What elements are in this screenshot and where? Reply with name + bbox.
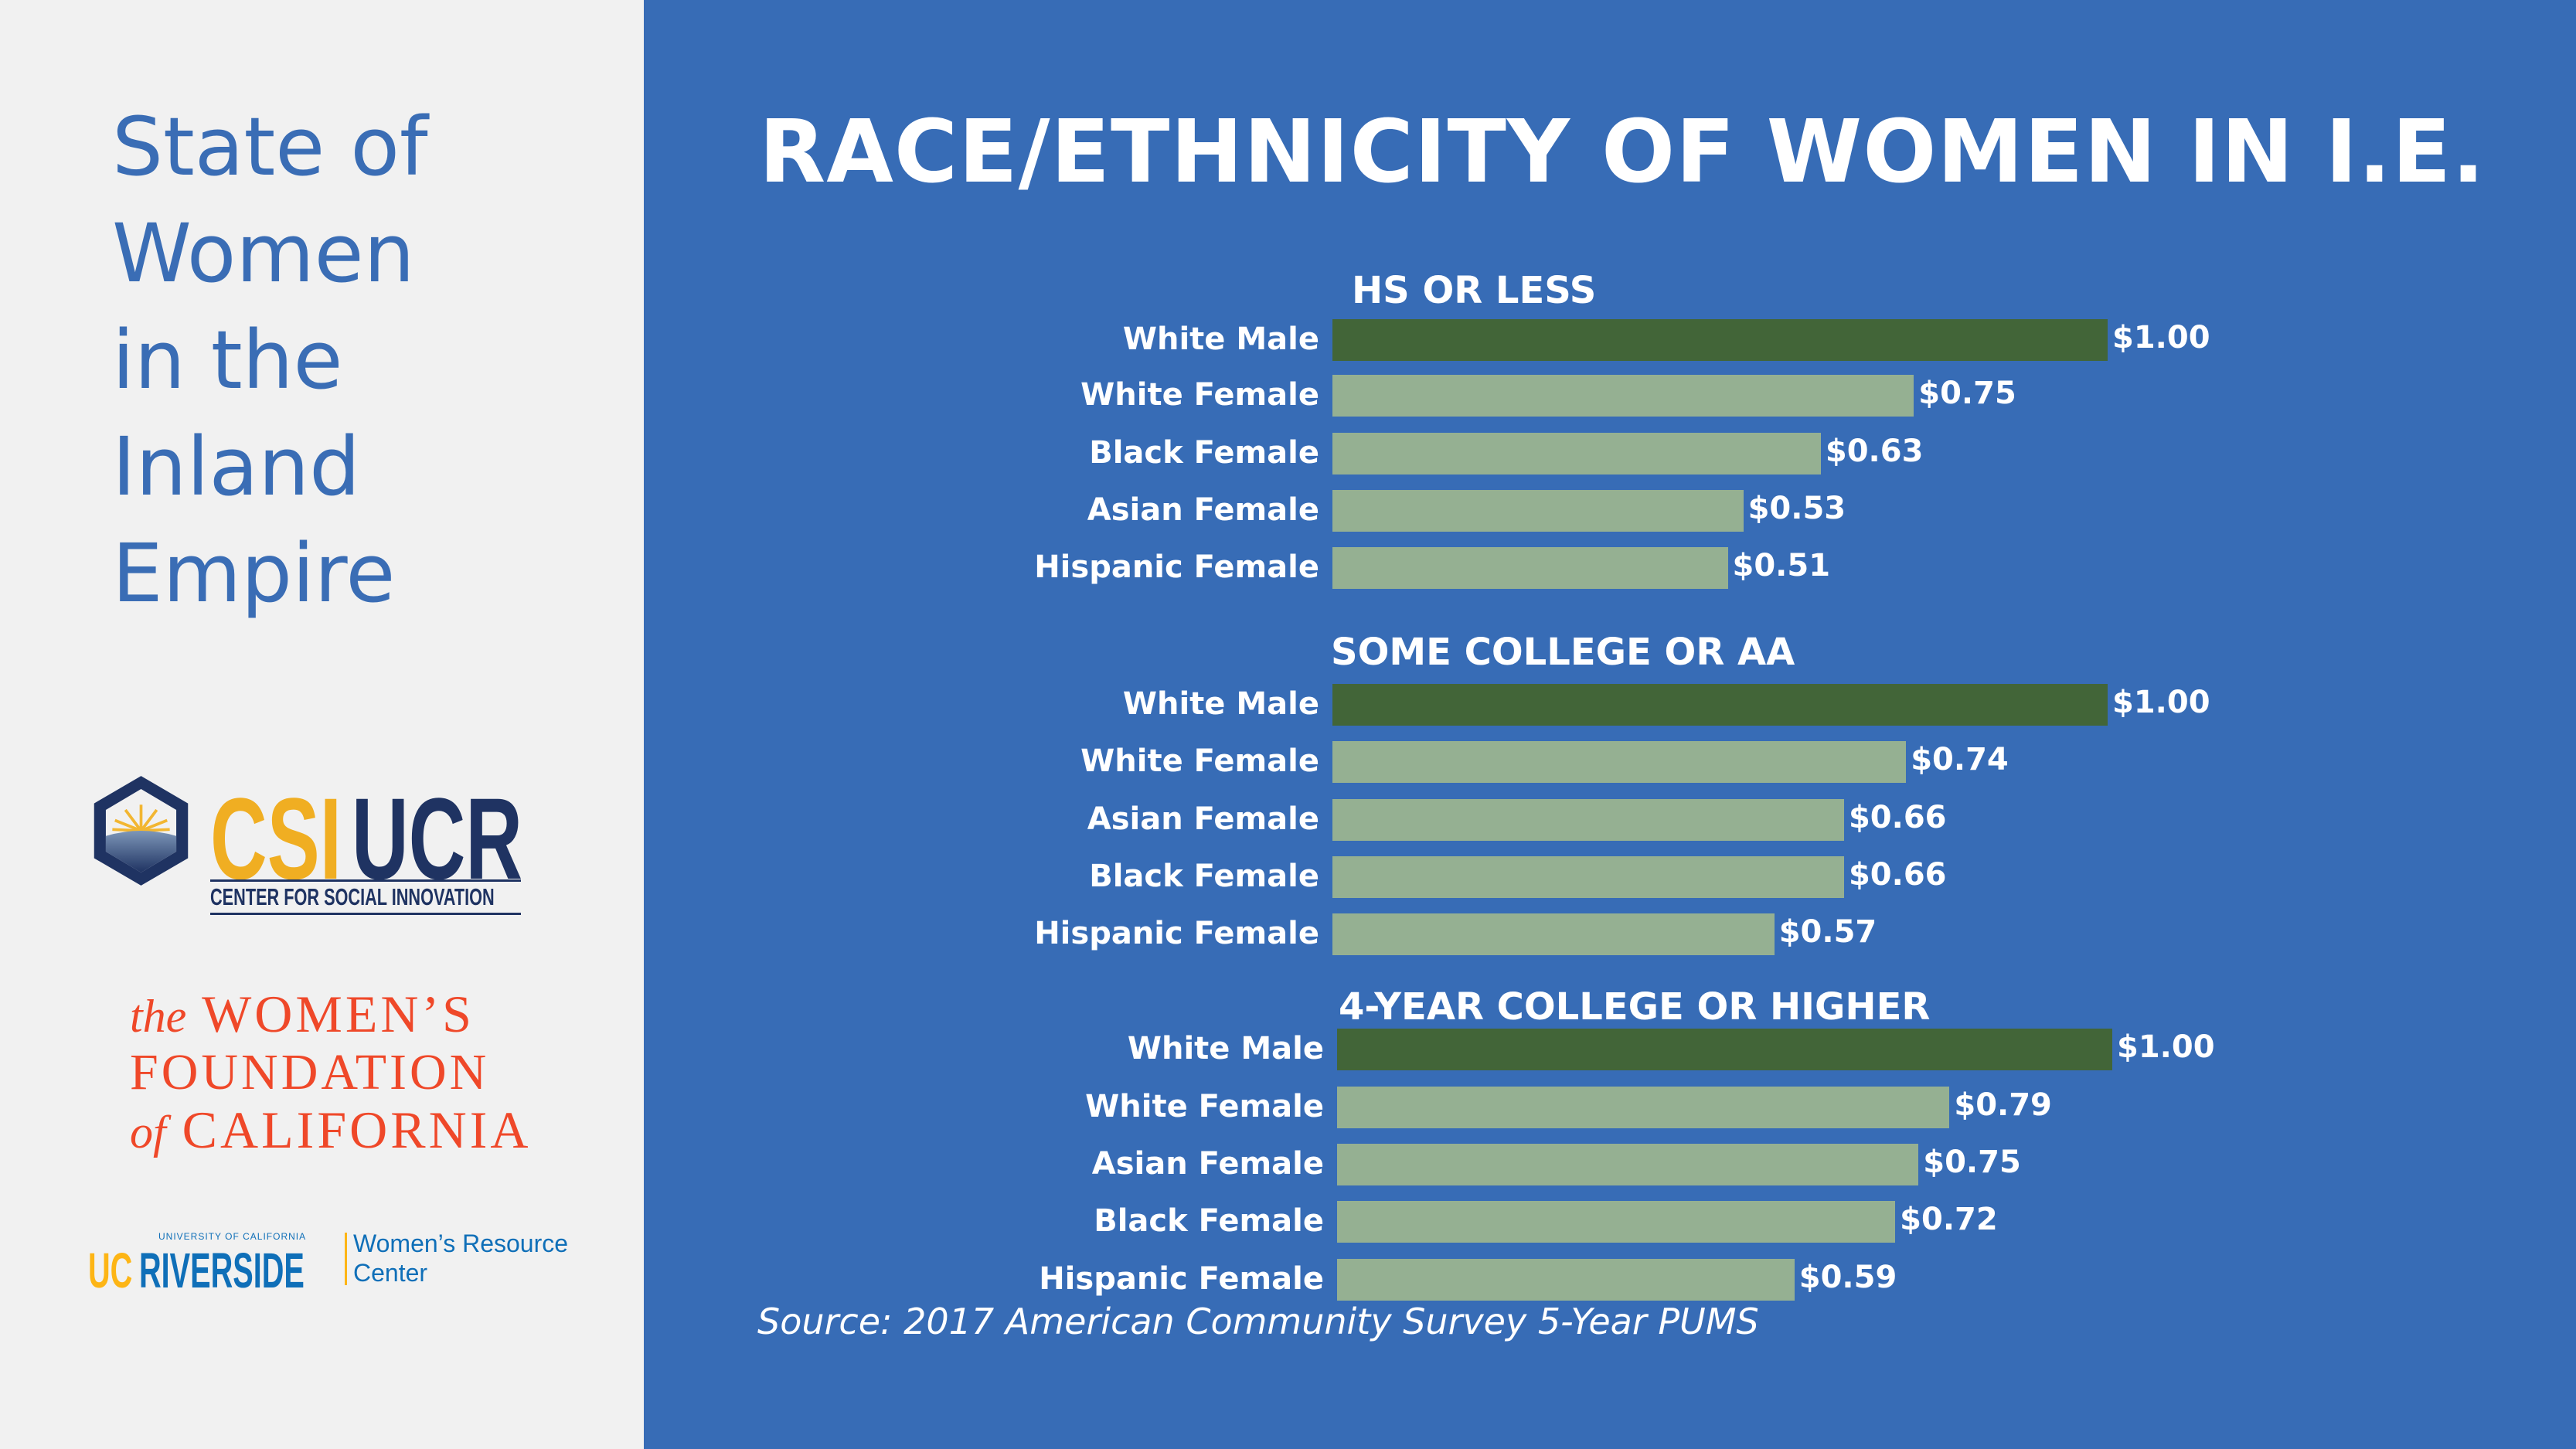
bar [1332,319,2108,361]
bar [1332,741,1907,783]
category-label: Asian Female [1087,492,1319,528]
group-heading: SOME COLLEGE OR AA [1331,631,1795,674]
bar [1337,1144,1919,1185]
data-label: $0.66 [1848,800,1947,835]
category-label: Black Female [1094,1203,1324,1239]
bar [1332,799,1844,841]
bar [1332,433,1821,474]
sidebar-title-line: Women [112,206,415,301]
data-label: $1.00 [2117,1029,2215,1065]
category-label: Black Female [1089,435,1319,471]
data-label: $0.79 [1954,1087,2052,1123]
ucr-riverside: RIVERSIDE [139,1243,305,1298]
bar [1332,684,2108,726]
category-label: Asian Female [1091,1146,1324,1182]
data-label: $0.75 [1918,376,2016,411]
category-label: White Female [1085,1089,1324,1124]
sidebar: State of Women in the Inland Empire CSI … [0,0,644,1449]
sidebar-title-line: State of [112,100,428,194]
data-label: $0.59 [1798,1260,1897,1295]
category-label: White Male [1122,686,1319,722]
ucr-uc: UC [88,1243,133,1298]
data-label: $0.66 [1848,857,1947,893]
category-label: Hispanic Female [1034,549,1319,585]
bar [1337,1087,1950,1128]
data-label: $0.72 [1900,1202,1998,1237]
ucr-logo-text: UCR [352,774,522,903]
wrc-line2: Center [353,1259,428,1287]
wf-the: the [130,991,187,1042]
group-heading: 4-YEAR COLLEGE OR HIGHER [1339,985,1931,1029]
bar [1332,547,1728,589]
ucr-univ: UNIVERSITY OF CALIFORNIA [158,1231,307,1242]
category-label: Asian Female [1087,801,1319,837]
category-label: Hispanic Female [1034,916,1319,951]
data-label: $0.75 [1923,1145,2021,1180]
bar [1332,856,1844,898]
category-label: Hispanic Female [1039,1261,1324,1297]
source-note: Source: 2017 American Community Survey 5… [757,1301,1759,1342]
sidebar-title-line: Empire [112,526,396,621]
category-label: Black Female [1089,859,1319,894]
wf-of: of [130,1107,166,1158]
wf-line3: CALIFORNIA [182,1100,532,1159]
csi-hexagon-sun-icon [94,776,189,886]
category-label: White Male [1127,1031,1324,1066]
data-label: $0.53 [1747,491,1846,526]
category-label: White Male [1122,321,1319,357]
wf-line1: WOMEN’S [202,985,475,1043]
data-label: $1.00 [2112,685,2210,720]
bar [1337,1201,1896,1243]
category-label: White Female [1080,743,1319,779]
data-label: $0.63 [1825,434,1924,469]
csi-subtitle: CENTER FOR SOCIAL INNOVATION [210,883,495,910]
group-heading: HS OR LESS [1352,269,1597,312]
bar [1337,1029,2112,1070]
bar [1332,490,1744,532]
bar [1337,1259,1795,1301]
bar [1332,913,1775,955]
category-label: White Female [1080,377,1319,413]
csi-subtitle-box: CENTER FOR SOCIAL INNOVATION [210,879,521,915]
csi-logo-text: CSI [210,774,342,903]
chart-title: RACE/ETHNICITY OF WOMEN IN I.E. [759,102,2486,202]
data-label: $0.51 [1732,548,1831,583]
sidebar-title-line: Inland [112,420,361,514]
wrc-line1: Women’s Resource [353,1230,569,1257]
bar [1332,375,1914,417]
data-label: $0.57 [1778,914,1877,950]
data-label: $0.74 [1911,742,2009,777]
wf-line2: FOUNDATION [130,1044,490,1100]
ucr-divider [345,1233,347,1285]
sidebar-title-line: in the [112,313,343,407]
data-label: $1.00 [2112,320,2210,355]
